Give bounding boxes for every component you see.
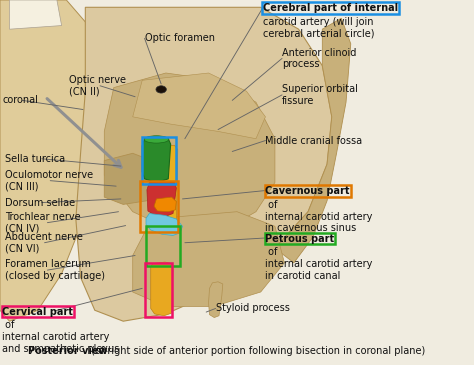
Text: of
internal carotid artery
in carotid canal: of internal carotid artery in carotid ca… xyxy=(265,247,373,281)
Polygon shape xyxy=(151,262,173,316)
Polygon shape xyxy=(154,197,176,212)
Text: Trochlear nerve
(CN IV): Trochlear nerve (CN IV) xyxy=(5,212,81,234)
Polygon shape xyxy=(133,73,265,139)
Bar xyxy=(142,137,176,184)
Text: Posterior view: Posterior view xyxy=(28,346,108,356)
Polygon shape xyxy=(104,73,275,234)
Text: coronal: coronal xyxy=(2,95,38,105)
Polygon shape xyxy=(275,18,351,263)
Text: Sella turcica: Sella turcica xyxy=(5,154,65,164)
Text: (of right side of anterior portion following bisection in coronal plane): (of right side of anterior portion follo… xyxy=(88,346,425,356)
Polygon shape xyxy=(76,7,332,321)
Polygon shape xyxy=(104,153,156,204)
Polygon shape xyxy=(146,214,182,235)
Text: of
internal carotid artery
and sympathetic plexus: of internal carotid artery and sympathet… xyxy=(2,320,120,354)
Text: carotid artery (will join
cerebral arterial circle): carotid artery (will join cerebral arter… xyxy=(263,17,374,38)
Bar xyxy=(140,181,178,232)
Text: Abducent nerve
(CN VI): Abducent nerve (CN VI) xyxy=(5,232,82,254)
Polygon shape xyxy=(9,0,62,29)
Text: Superior orbital
fissure: Superior orbital fissure xyxy=(282,84,358,106)
Polygon shape xyxy=(147,181,176,216)
Text: Middle cranial fossa: Middle cranial fossa xyxy=(265,135,363,146)
Text: Petrous part: Petrous part xyxy=(265,234,335,243)
Text: Optic nerve
(CN II): Optic nerve (CN II) xyxy=(69,75,126,97)
Ellipse shape xyxy=(144,136,169,143)
Text: Foramen lacerum
(closed by cartilage): Foramen lacerum (closed by cartilage) xyxy=(5,259,105,281)
Text: Oculomotor nerve
(CN III): Oculomotor nerve (CN III) xyxy=(5,170,93,192)
Ellipse shape xyxy=(156,86,166,93)
Polygon shape xyxy=(133,212,284,307)
Bar xyxy=(145,263,172,317)
Polygon shape xyxy=(0,0,100,321)
Text: Cavernous part: Cavernous part xyxy=(265,186,350,196)
Text: Cerebral part of internal: Cerebral part of internal xyxy=(263,3,398,13)
Text: Anterior clinoid
process: Anterior clinoid process xyxy=(282,47,356,69)
Text: of
internal carotid artery
in cavernous sinus: of internal carotid artery in cavernous … xyxy=(265,200,373,233)
Text: Optic foramen: Optic foramen xyxy=(145,33,215,43)
Bar xyxy=(146,226,180,266)
Polygon shape xyxy=(142,137,171,182)
Text: Styloid process: Styloid process xyxy=(216,303,290,314)
Polygon shape xyxy=(209,282,223,318)
Text: Cervical part: Cervical part xyxy=(2,307,73,316)
Text: Dorsum sellae: Dorsum sellae xyxy=(5,197,75,208)
Polygon shape xyxy=(160,145,178,228)
